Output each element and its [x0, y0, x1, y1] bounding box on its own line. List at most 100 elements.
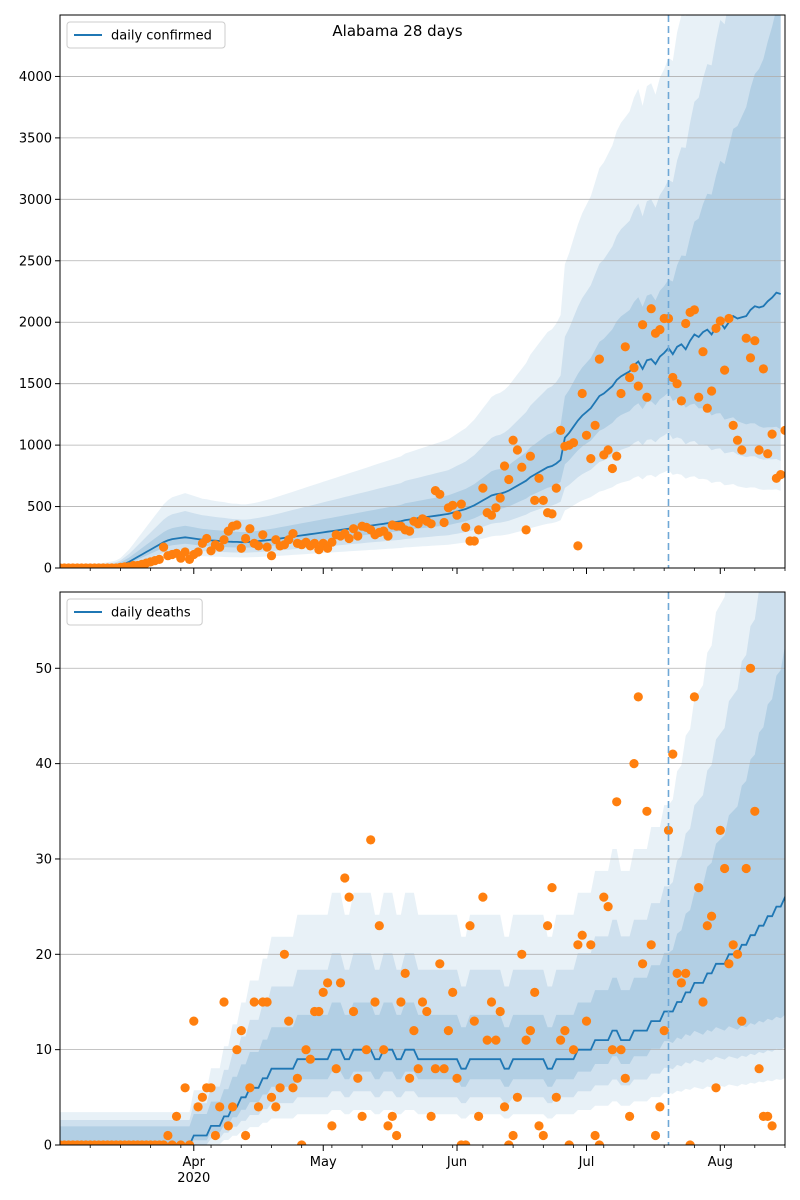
- observed-point: [590, 420, 600, 430]
- observed-point: [197, 1092, 207, 1102]
- observed-point: [426, 519, 436, 529]
- observed-point: [478, 483, 488, 493]
- observed-point: [573, 940, 583, 950]
- observed-point: [474, 525, 484, 535]
- interval-band-middle: [60, 592, 785, 1145]
- observed-point: [193, 1102, 203, 1112]
- observed-point: [521, 1035, 531, 1045]
- observed-point: [435, 959, 445, 969]
- x-tick-label-line: Aug: [708, 1155, 733, 1170]
- y-tick-label: 500: [27, 500, 52, 515]
- observed-point: [728, 420, 738, 430]
- observed-point: [348, 524, 359, 534]
- median-line: [60, 896, 785, 1145]
- observed-point: [538, 1130, 548, 1141]
- observed-point: [568, 438, 579, 448]
- observed-point: [625, 372, 635, 383]
- observed-point: [715, 825, 725, 836]
- observed-point: [452, 1073, 462, 1083]
- observed-point: [383, 1121, 393, 1131]
- observed-point: [491, 1035, 501, 1045]
- observed-point: [612, 451, 622, 461]
- y-tick-label: 40: [35, 757, 52, 772]
- observed-point: [430, 1064, 440, 1074]
- observed-point: [698, 997, 708, 1007]
- observed-point: [620, 1073, 630, 1083]
- observed-point: [163, 1130, 173, 1141]
- observed-point: [573, 541, 583, 551]
- observed-point: [504, 474, 514, 485]
- observed-point: [245, 524, 255, 534]
- observed-point: [253, 1102, 264, 1112]
- observed-point: [469, 536, 479, 546]
- observed-point: [577, 930, 587, 940]
- legend-box: [66, 21, 226, 49]
- observed-point: [551, 483, 561, 493]
- observed-point: [266, 1092, 277, 1102]
- observed-point: [353, 1073, 363, 1083]
- observed-point: [707, 386, 717, 396]
- observed-point: [241, 533, 251, 544]
- observed-point: [702, 403, 712, 413]
- observed-point: [219, 997, 229, 1007]
- observed-point: [625, 1111, 635, 1121]
- observed-point: [353, 531, 363, 541]
- observed-point: [504, 1140, 514, 1145]
- observed-point: [469, 1016, 479, 1026]
- observed-point: [279, 949, 289, 959]
- observed-point: [724, 313, 734, 324]
- x-tick-label-line: 2020: [177, 1171, 210, 1186]
- y-tick-label: 20: [35, 948, 52, 963]
- observed-point: [720, 365, 730, 375]
- observed-point: [676, 396, 687, 406]
- observed-point: [702, 921, 712, 931]
- observed-point: [409, 1026, 419, 1036]
- observed-point: [694, 392, 704, 402]
- observed-point: [616, 1045, 626, 1055]
- observed-point: [750, 806, 760, 816]
- observed-point: [461, 1140, 471, 1145]
- chart-panel-2: 0 10 20 30 40 50 Apr 2020 May Jun Jul Aug daily deat…: [35, 591, 786, 1186]
- observed-point: [737, 1016, 747, 1026]
- observed-point: [620, 342, 630, 352]
- observed-point: [413, 1064, 423, 1074]
- observed-point: [417, 997, 428, 1007]
- observed-point: [495, 493, 505, 503]
- observed-point: [439, 517, 449, 528]
- observed-point: [379, 1045, 389, 1055]
- interval-band-outer: [60, 592, 785, 1145]
- observed-point: [249, 997, 259, 1007]
- observed-point: [508, 435, 518, 445]
- observed-point: [750, 336, 760, 346]
- observed-point: [629, 363, 639, 373]
- observed-point: [646, 304, 656, 314]
- y-tick-label: 3500: [19, 131, 52, 146]
- observed-point: [202, 533, 212, 544]
- observed-point: [219, 535, 229, 545]
- observed-point: [650, 1130, 661, 1141]
- observed-point: [245, 1083, 255, 1093]
- legend-label: daily deaths: [111, 606, 191, 621]
- observed-point: [590, 1130, 600, 1141]
- observed-point: [370, 997, 380, 1007]
- observed-point: [551, 1092, 561, 1102]
- observed-point: [512, 445, 523, 455]
- observed-point: [642, 806, 652, 816]
- observed-point: [323, 978, 333, 988]
- observed-point: [564, 1140, 574, 1145]
- observed-point: [392, 1130, 402, 1141]
- observed-point: [685, 1140, 695, 1145]
- interval-band-outer: [60, 15, 781, 568]
- observed-point: [474, 1111, 484, 1121]
- observed-point: [629, 759, 639, 769]
- observed-point: [715, 316, 725, 326]
- y-tick-label: 30: [35, 852, 52, 867]
- observed-point: [776, 470, 785, 480]
- observed-point: [435, 489, 445, 499]
- observed-point: [314, 1006, 324, 1017]
- observed-point: [344, 533, 354, 544]
- observed-point: [461, 522, 471, 533]
- x-tick-label-line: Apr: [183, 1155, 206, 1170]
- observed-point: [262, 542, 272, 552]
- observed-point: [499, 1102, 510, 1112]
